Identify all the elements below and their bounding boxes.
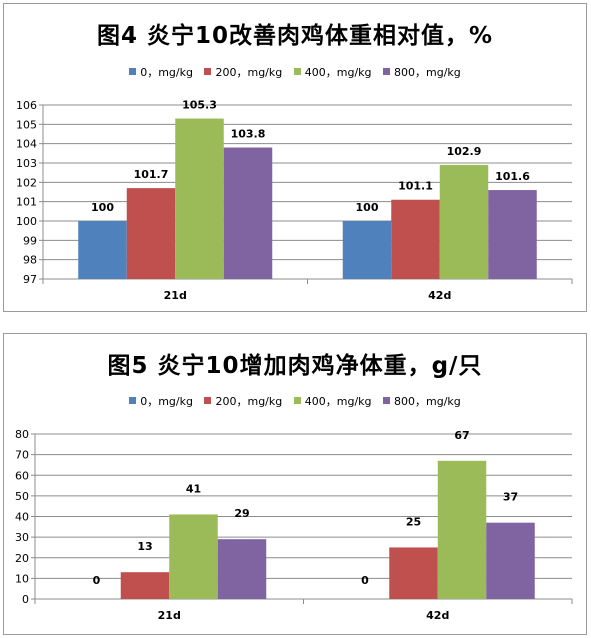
data-label: 67 (454, 429, 469, 442)
bar-400-42d (439, 164, 489, 279)
legend-label: 800，mg/kg (394, 395, 461, 408)
data-label: 0 (93, 574, 101, 587)
legend-swatch (383, 68, 391, 75)
data-label: 105.3 (182, 99, 217, 112)
y-tick-label: 100 (16, 215, 37, 228)
legend-label: 0，mg/kg (140, 395, 193, 408)
bar-200-42d (389, 547, 438, 599)
bar-200-42d (391, 199, 440, 279)
y-tick-label: 70 (15, 449, 29, 462)
y-tick-label: 40 (15, 511, 29, 524)
legend-swatch (293, 68, 301, 75)
data-label: 25 (406, 515, 421, 528)
bar-0-21d (78, 221, 127, 279)
y-tick-label: 20 (15, 552, 29, 565)
y-tick-label: 10 (15, 572, 29, 585)
legend-label: 0，mg/kg (140, 66, 193, 79)
legend-swatch (204, 68, 212, 75)
data-label: 13 (137, 540, 152, 553)
x-tick-label: 21d (158, 609, 181, 622)
chart-title: 图5 炎宁10增加肉鸡净体重，g/只 (107, 353, 483, 379)
legend-item-0: 0，mg/kg (129, 393, 193, 409)
y-tick-label: 98 (23, 254, 37, 267)
y-tick-label: 102 (16, 176, 37, 189)
x-tick-label: 42d (426, 609, 449, 622)
legend-label: 400，mg/kg (304, 395, 372, 408)
legend-swatch (129, 397, 137, 404)
bar-200-21d (126, 188, 176, 279)
y-tick-label: 30 (15, 531, 29, 544)
y-tick-label: 97 (23, 273, 37, 286)
legend-label: 200，mg/kg (215, 395, 283, 408)
legend-item-400: 400，mg/kg (293, 393, 372, 409)
chart-panel-net-weight: 图5 炎宁10增加肉鸡净体重，g/只 0，mg/kg 200，mg/kg 400… (3, 333, 587, 635)
bar-0-42d (342, 221, 392, 279)
data-label: 100 (356, 201, 379, 214)
data-label: 0 (361, 574, 369, 587)
bar-800-42d (486, 522, 535, 599)
bar-400-42d (437, 460, 487, 599)
data-label: 41 (186, 482, 201, 495)
legend-item-0: 0，mg/kg (129, 64, 193, 80)
chart-plot-area: 97 98 99 100 101 102 103 104 105 106 100 101.7 105.3… (16, 99, 573, 302)
legend-swatch (204, 397, 212, 404)
bar-800-21d (217, 539, 267, 599)
legend-swatch (129, 68, 137, 75)
y-tick-label: 101 (16, 196, 37, 209)
legend-label: 800，mg/kg (394, 66, 461, 79)
data-label: 29 (234, 507, 249, 520)
chart-legend: 0，mg/kg 200，mg/kg 400，mg/kg 800，mg/kg (4, 64, 586, 80)
y-tick-label: 50 (15, 490, 29, 503)
data-label: 101.6 (495, 170, 530, 183)
y-tick-label: 105 (16, 118, 37, 131)
y-tick-label: 104 (16, 138, 37, 151)
chart-title: 图4 炎宁10改善肉鸡体重相对值，% (96, 23, 494, 49)
legend-item-200: 200，mg/kg (204, 64, 282, 80)
legend-label: 400，mg/kg (304, 66, 372, 79)
data-label: 102.9 (447, 145, 482, 158)
y-tick-label: 80 (15, 428, 29, 441)
y-tick-label: 60 (15, 469, 29, 482)
x-tick-label: 42d (428, 289, 451, 302)
data-label: 101.7 (134, 168, 169, 181)
data-label: 37 (503, 491, 518, 504)
legend-item-800: 800，mg/kg (383, 64, 461, 80)
legend-label: 200，mg/kg (215, 66, 283, 79)
data-label: 101.1 (398, 180, 433, 193)
chart-panel-weight-relative: 图4 炎宁10改善肉鸡体重相对值，% 0，mg/kg 200，mg/kg 400… (3, 3, 587, 312)
bar-200-21d (120, 572, 170, 599)
y-tick-label: 106 (16, 99, 37, 112)
bar-400-21d (175, 118, 224, 280)
legend-item-400: 400，mg/kg (293, 64, 372, 80)
legend-swatch (383, 397, 391, 404)
legend-swatch (293, 397, 301, 404)
bar-400-21d (169, 514, 218, 599)
chart-legend: 0，mg/kg 200，mg/kg 400，mg/kg 800，mg/kg (4, 393, 586, 409)
data-label: 100 (91, 201, 114, 214)
bar-800-42d (488, 190, 537, 279)
data-label: 103.8 (231, 128, 266, 141)
bar-800-21d (223, 147, 273, 279)
y-tick-label: 103 (16, 157, 37, 170)
y-tick-label: 99 (23, 234, 37, 247)
x-tick-label: 21d (164, 289, 187, 302)
chart-plot-area: 0 10 20 30 40 50 60 70 80 0 13 41 29 21d 0 25 67 37 42d (15, 428, 573, 622)
y-tick-label: 0 (22, 593, 29, 606)
legend-item-800: 800，mg/kg (383, 393, 461, 409)
legend-item-200: 200，mg/kg (204, 393, 282, 409)
